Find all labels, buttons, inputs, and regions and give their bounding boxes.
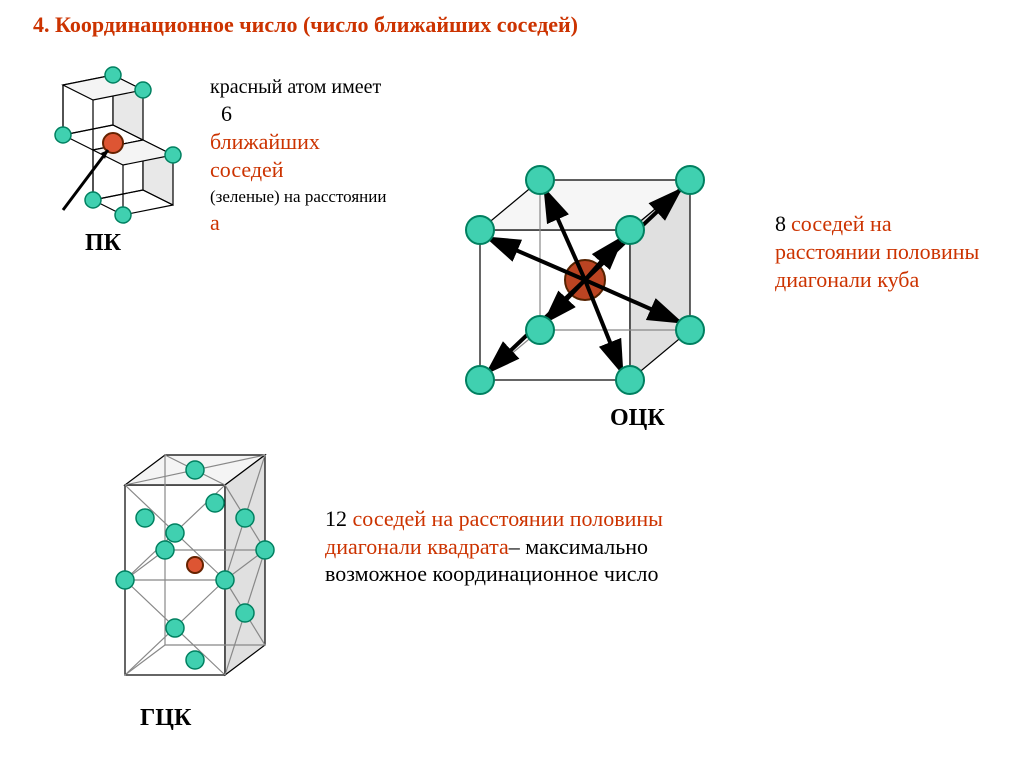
fcc-diagram (95, 445, 285, 695)
bcc-diagram (440, 160, 730, 400)
bcc-description: 8 соседей на расстоянии половины диагона… (775, 210, 995, 294)
page-title: 4. Координационное число (число ближайши… (33, 12, 578, 38)
fcc-description: 12 соседей на расстоянии половины диагон… (325, 505, 745, 588)
pk-desc-black2: (зеленые) на расстоянии (210, 187, 386, 206)
pk-desc-black1: красный атом имеет (210, 76, 381, 98)
pk-label: ПК (85, 230, 121, 257)
pk-desc-a: а (210, 210, 220, 235)
title-text: 4. Координационное число (число ближайши… (33, 12, 578, 37)
pk-desc-red: ближайших соседей (210, 129, 320, 182)
bcc-label: ОЦК (610, 405, 665, 432)
fcc-desc-num: 12 (325, 506, 347, 531)
pk-desc-num: 6 (221, 101, 232, 126)
fcc-red-atom (187, 557, 203, 573)
bcc-desc-num: 8 (775, 211, 786, 236)
pk-red-atom (103, 133, 123, 153)
fcc-label: ГЦК (140, 705, 191, 732)
bcc-desc-red: соседей на расстоянии половины диагонали… (775, 211, 979, 292)
pk-diagram (33, 55, 213, 225)
pk-description: красный атом имеет 6 ближайших соседей (… (210, 75, 390, 237)
